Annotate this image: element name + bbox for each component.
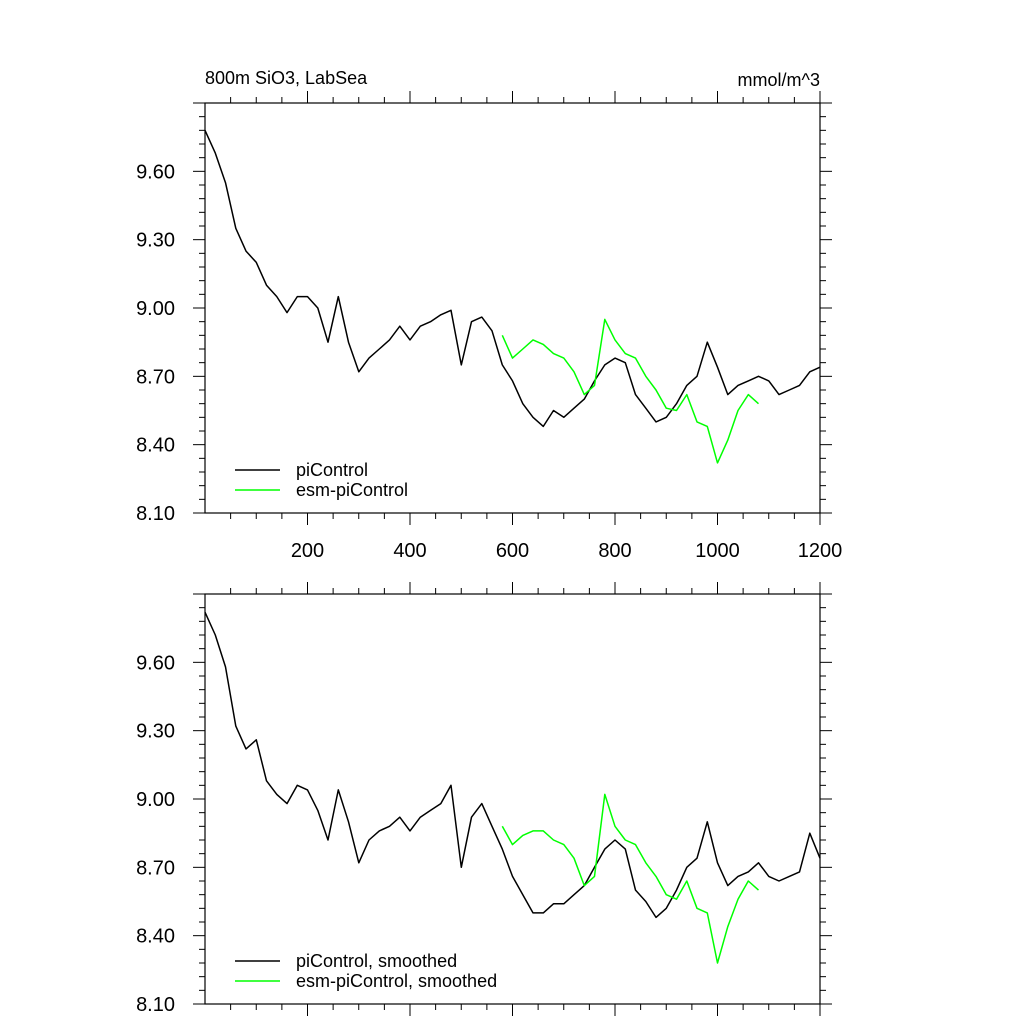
top-panel: 800m SiO3, LabSea mmol/m^3 8.10 8.40 8.70 9… — [136, 68, 842, 562]
legend: piControl esm-piControl — [235, 460, 408, 500]
y-tick-label: 8.70 — [136, 366, 175, 388]
bottom-panel: 8.10 8.40 8.70 9.00 9.30 9.60 piControl, smoo… — [136, 582, 832, 1016]
y-tick-labels: 8.10 8.40 8.70 9.00 9.30 9.60 — [136, 161, 175, 525]
y-tick-label: 9.60 — [136, 652, 175, 674]
series-line-esm-picontrol — [501, 318, 759, 464]
axis-ticks — [193, 582, 832, 1016]
series-line-picontrol — [204, 129, 821, 428]
y-tick-label: 9.60 — [136, 161, 175, 183]
legend: piControl, smoothed esm-piControl, smoot… — [235, 951, 497, 991]
y-tick-label: 9.30 — [136, 230, 175, 252]
y-tick-labels: 8.10 8.40 8.70 9.00 9.30 9.60 — [136, 652, 175, 1016]
series-lines — [204, 611, 821, 964]
legend-label-esm-picontrol: esm-piControl — [296, 480, 408, 500]
y-tick-label: 9.30 — [136, 721, 175, 743]
x-tick-label: 1200 — [798, 540, 843, 562]
plot-frame — [204, 593, 821, 1005]
legend-label-esm-picontrol-smoothed: esm-piControl, smoothed — [296, 971, 497, 991]
chart-title: 800m SiO3, LabSea — [205, 68, 368, 88]
y-tick-label: 8.10 — [136, 994, 175, 1016]
x-tick-label: 200 — [291, 540, 324, 562]
y-tick-label: 8.40 — [136, 926, 175, 948]
y-tick-label: 8.40 — [136, 435, 175, 457]
axis-ticks — [193, 91, 832, 525]
x-tick-label: 400 — [393, 540, 426, 562]
units-label: mmol/m^3 — [738, 70, 820, 90]
legend-label-picontrol: piControl — [296, 460, 368, 480]
series-line-picontrol-smoothed — [204, 611, 821, 919]
plot-frame — [204, 102, 821, 514]
legend-label-picontrol-smoothed: piControl, smoothed — [296, 951, 457, 971]
series-line-esm-picontrol-smoothed — [501, 793, 759, 964]
y-tick-label: 9.00 — [136, 298, 175, 320]
x-tick-label: 600 — [496, 540, 529, 562]
x-tick-label: 800 — [598, 540, 631, 562]
y-tick-label: 8.70 — [136, 857, 175, 879]
x-tick-label: 1000 — [695, 540, 740, 562]
y-tick-label: 8.10 — [136, 503, 175, 525]
series-lines — [204, 129, 821, 464]
x-tick-labels: 200 400 600 800 1000 1200 — [291, 540, 842, 562]
y-tick-label: 9.00 — [136, 789, 175, 811]
